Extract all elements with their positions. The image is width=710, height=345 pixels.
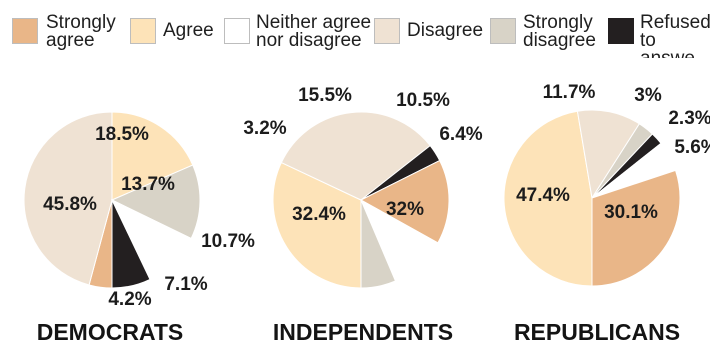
pie-slice-strongly-disagree [110,164,201,240]
data-label: 5.6% [674,137,710,158]
pie-independents: 15.5% 32% 10.5% 32.4% 6.4% 3.2% INDEPENDENTS [243,85,482,345]
legend-item-strongly-agree: Strongly agree [12,12,122,58]
legend-label: Disagree [407,20,484,41]
data-label: 10.7% [201,231,255,252]
legend-item-disagree: Disagree [374,14,484,58]
data-label: 32.4% [292,204,346,225]
pie-title: DEMOCRATS [37,319,184,345]
pie-title: INDEPENDENTS [273,319,453,345]
pie-slice-disagree [23,111,113,286]
data-label: 10.5% [396,90,450,111]
data-label: 18.5% [95,124,149,145]
legend: Strongly agree Agree Neither agree nor d… [0,0,710,70]
data-label: 47.4% [516,185,570,206]
legend-swatch [490,18,516,44]
pie-slice-agree [111,111,194,201]
pie-title: REPUBLICANS [514,319,680,345]
data-label: 30.1% [604,202,658,223]
pie-slice-refused-to-answer [111,199,151,289]
pie-slice-agree [272,161,362,289]
data-label: 15.5% [298,85,352,106]
data-label: 45.8% [43,194,97,215]
data-label: 13.7% [121,174,175,195]
data-label: 6.4% [439,124,482,145]
pie-slice-strongly-disagree [360,199,397,289]
legend-swatch [608,18,634,44]
pie-slice-agree [503,110,593,287]
legend-swatch [12,18,38,44]
data-label: 7.1% [164,274,207,295]
legend-swatch [224,18,250,44]
pie-slice-disagree [576,109,641,200]
legend-swatch [130,18,156,44]
legend-swatch [374,18,400,44]
pie-slice-strongly-agree [591,169,681,287]
data-label: 11.7% [543,82,596,103]
pie-slice-disagree [280,111,431,201]
legend-label: Neither agree nor disagree [256,12,372,51]
legend-label: Refused to answe [640,14,710,58]
data-label: 2.3% [668,108,710,129]
pie-republicans: 30.1% 47.4% 5.6% 11.7% 3% 2.3% REPUBLICANS [503,82,710,345]
pie-democrats: 4.2% 18.5% 10.7% 45.8% 13.7% 7.1% DEMOCRATS [23,111,255,345]
legend-item-refused: Refused to answe [608,14,710,58]
legend-label: Strongly agree [46,12,116,51]
pie-slice-strongly-agree [359,159,450,244]
legend-label: Agree [163,20,214,41]
legend-item-agree: Agree [130,14,215,58]
legend-item-neither: Neither agree nor disagree [224,12,374,58]
data-label: 32% [386,199,424,220]
data-label: 3.2% [243,118,286,139]
data-label: 4.2% [108,289,151,310]
data-label: 3% [634,85,662,106]
legend-item-strongly-disagree: Strongly disagree [490,12,600,58]
legend-label: Strongly disagree [523,12,596,51]
